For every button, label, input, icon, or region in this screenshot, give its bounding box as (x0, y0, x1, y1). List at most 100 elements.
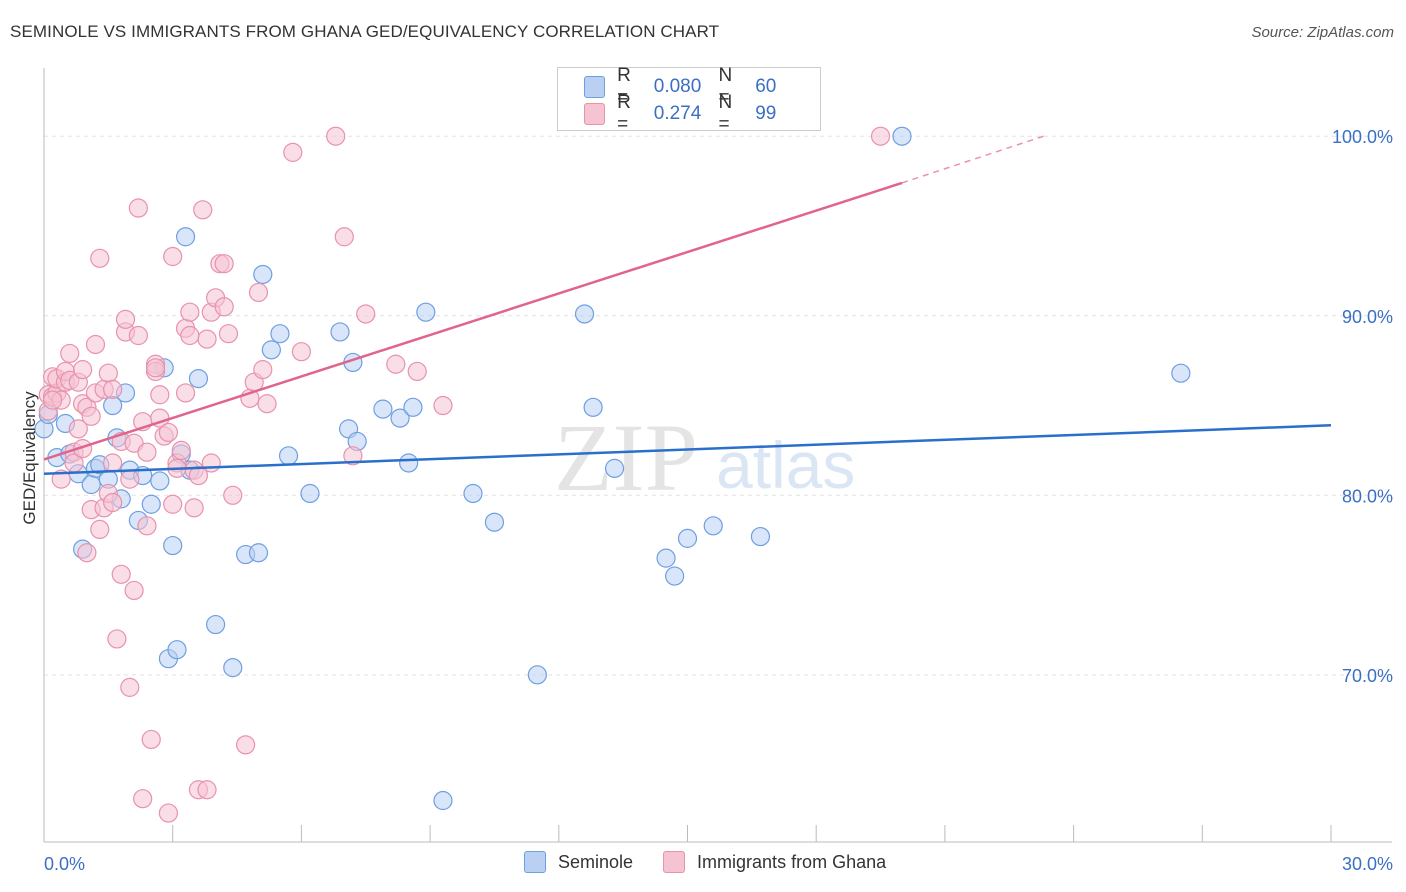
ghana-point (163, 246, 183, 267)
seminole-point (163, 535, 183, 556)
seminole-swatch (584, 76, 606, 98)
watermark-atlas: atlas (716, 428, 855, 502)
series-legend: Seminole Immigrants from Ghana (524, 851, 916, 873)
ghana-point (107, 629, 127, 649)
seminole-point (188, 368, 209, 389)
seminole-n-value: 60 (755, 76, 777, 97)
ghana-point (171, 440, 191, 461)
ghana-point (90, 248, 110, 268)
ghana-point (218, 324, 239, 344)
watermark-zip: ZIP (554, 404, 698, 511)
seminole-point (270, 324, 290, 344)
y-tick-label: 70.0% (1342, 666, 1393, 686)
points-layer (34, 126, 1191, 823)
axis-layer: 70.0% 80.0% 90.0% 100.0% 0.0% 30.0% (43, 68, 1393, 874)
seminole-point (750, 526, 771, 547)
ghana-point (124, 580, 144, 601)
ghana-point (291, 342, 311, 362)
ghana-point (175, 383, 196, 403)
r-label: R = (617, 92, 631, 135)
seminole-point (81, 474, 101, 495)
ghana-point (223, 485, 243, 505)
ghana-point (103, 453, 123, 473)
legend-row-ghana: R = 0.274 N = 99 (584, 92, 820, 135)
ghana-point (77, 543, 97, 563)
stats-legend: R = 0.080 N = 60 R = 0.274 N = 99 (557, 65, 821, 135)
seminole-point (583, 397, 603, 417)
ghana-point (201, 453, 221, 473)
seminole-point (892, 126, 912, 146)
seminole-point (261, 340, 281, 360)
ghana-point (120, 677, 140, 697)
seminole-point (677, 528, 698, 548)
ghana-point (433, 395, 453, 416)
seminole-point (463, 483, 483, 504)
seminole-point (223, 658, 243, 678)
ghana-point (115, 309, 136, 329)
ghana-point (407, 361, 427, 382)
ghana-point (81, 406, 101, 426)
seminole-point (141, 494, 161, 514)
ghana-point (85, 334, 106, 355)
n-label: N = (718, 65, 733, 108)
ghana-swatch (584, 103, 606, 125)
ghana-point (68, 419, 88, 439)
seminole-point (527, 665, 547, 685)
seminole-point (656, 548, 676, 568)
legend-item-ghana: Immigrants from Ghana (663, 851, 886, 873)
seminole-point (150, 471, 170, 491)
seminole-point (416, 302, 436, 322)
ghana-point (356, 304, 376, 324)
ghana-point (180, 325, 200, 346)
ghana-r-value: 0.274 (653, 103, 702, 124)
source-label: Source: ZipAtlas.com (1251, 24, 1394, 41)
ghana-point (73, 360, 93, 380)
ghana-point (334, 227, 354, 247)
ghana-point (90, 519, 110, 540)
ghana-legend-label: Immigrants from Ghana (697, 851, 887, 872)
ghana-n-value: 99 (755, 103, 777, 124)
r-label: R = (617, 65, 631, 108)
ghana-point (145, 358, 166, 378)
grid-layer (44, 135, 1392, 676)
ghana-point (51, 469, 71, 489)
seminole-point (574, 304, 595, 324)
ghana-point (283, 142, 303, 162)
legend-row-seminole: R = 0.080 N = 60 (584, 65, 820, 108)
chart-title: SEMINOLE VS IMMIGRANTS FROM GHANA GED/EQ… (10, 22, 720, 41)
ghana-point (253, 360, 273, 380)
ghana-point (180, 302, 200, 322)
seminole-point (300, 483, 320, 504)
ghana-trend-line (43, 181, 903, 461)
trend-layer (43, 135, 1332, 475)
seminole-point (248, 543, 269, 563)
ghana-point (150, 385, 170, 405)
seminole-point (390, 408, 410, 428)
seminole-point (665, 566, 685, 586)
seminole-point (175, 227, 196, 247)
seminole-point (604, 458, 625, 478)
ghana-point (214, 297, 234, 317)
x-tick-label: 0.0% (44, 854, 85, 874)
ghana-point (137, 442, 157, 462)
ghana-point (141, 729, 161, 750)
ghana-point (128, 325, 148, 346)
ghana-point (158, 803, 179, 823)
seminole-trend-line (43, 424, 1332, 475)
ghana-point (870, 126, 891, 146)
ghana-point (158, 422, 179, 443)
ghana-point (257, 394, 277, 414)
seminole-point (373, 399, 393, 419)
ghana-point (103, 379, 123, 399)
ghana-trend-extension (901, 135, 1044, 184)
ghana-point (197, 329, 217, 349)
ghana-point (197, 780, 217, 800)
ghana-point (214, 254, 234, 274)
ghana-point (184, 498, 204, 518)
y-tick-label: 80.0% (1342, 486, 1393, 506)
ghana-point (386, 354, 406, 374)
ghana-point (42, 390, 63, 410)
ghana-point (98, 363, 118, 383)
watermark: ZIP atlas (554, 404, 855, 511)
ghana-point (193, 200, 213, 220)
